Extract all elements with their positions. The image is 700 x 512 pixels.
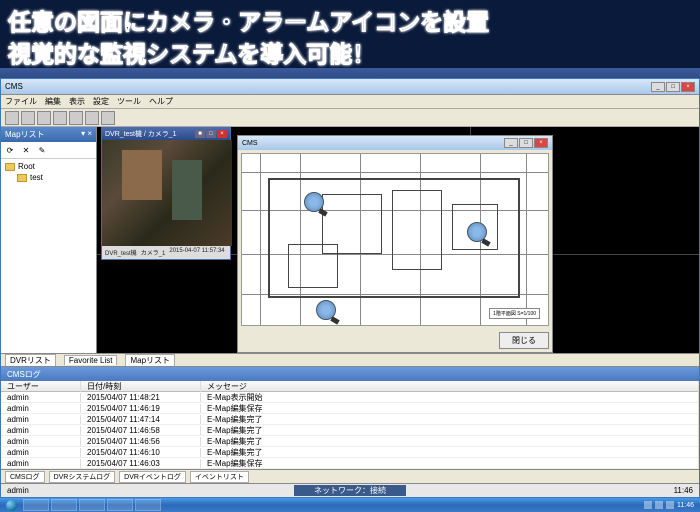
log-row[interactable]: admin2015/04/07 11:48:21E-Map表示開始	[1, 392, 699, 403]
system-tray: 11:46	[638, 501, 700, 509]
menu-settings[interactable]: 設定	[93, 96, 109, 107]
tray-icon[interactable]	[644, 501, 652, 509]
menu-file[interactable]: ファイル	[5, 96, 37, 107]
sidebar-refresh-icon[interactable]: ⟳	[3, 144, 17, 156]
tool-icon-5[interactable]	[69, 111, 83, 125]
menu-edit[interactable]: 編集	[45, 96, 61, 107]
overlay-title: 任意の図面にカメラ・アラームアイコンを設置 視覚的な監視システムを導入可能！	[8, 6, 489, 70]
log-table-header: ユーザー 日付/時刻 メッセージ	[1, 381, 699, 392]
log-row[interactable]: admin2015/04/07 11:46:03E-Map編集保存	[1, 458, 699, 469]
sidebar-title: Mapリスト ▾ ×	[1, 127, 96, 142]
taskbar-item[interactable]	[107, 499, 133, 511]
taskbar-item[interactable]	[51, 499, 77, 511]
sidebar: Mapリスト ▾ × ⟳ ✕ ✎ Root test	[1, 127, 97, 353]
camera-popup-titlebar: DVR_test機 / カメラ_1 ■ □ ×	[102, 128, 230, 140]
tool-icon-6[interactable]	[85, 111, 99, 125]
floorplan-minimize[interactable]: _	[504, 138, 518, 148]
tray-time: 11:46	[677, 502, 694, 509]
taskbar: 11:46	[0, 498, 700, 512]
taskbar-item[interactable]	[23, 499, 49, 511]
sidebar-tools: ⟳ ✕ ✎	[1, 142, 96, 159]
floorplan-canvas[interactable]: 1階平面図 S=1/100	[241, 153, 549, 326]
tray-icon[interactable]	[655, 501, 663, 509]
tool-icon-2[interactable]	[21, 111, 35, 125]
close-button[interactable]: ×	[681, 82, 695, 92]
minimize-button[interactable]: _	[651, 82, 665, 92]
tool-icon-4[interactable]	[53, 111, 67, 125]
camera-feed-image	[102, 140, 232, 246]
tab-favoritelist[interactable]: Favorite List	[64, 355, 118, 365]
app-window: CMS _ □ × ファイル 編集 表示 設定 ツール ヘルプ Mapリスト ▾…	[0, 78, 700, 498]
log-row[interactable]: admin2015/04/07 11:46:58E-Map編集完了	[1, 425, 699, 436]
main-area: Mapリスト ▾ × ⟳ ✕ ✎ Root test	[1, 127, 699, 353]
camera-popup-btn1[interactable]: ■	[195, 130, 205, 138]
overlay-line1: 任意の図面にカメラ・アラームアイコンを設置	[8, 6, 489, 38]
floorplan-label: 1階平面図 S=1/100	[489, 308, 540, 319]
taskbar-item[interactable]	[135, 499, 161, 511]
camera-popup[interactable]: DVR_test機 / カメラ_1 ■ □ × DVR_test機 カメラ_1 …	[101, 127, 231, 260]
windows-orb-icon	[6, 500, 17, 511]
menu-tools[interactable]: ツール	[117, 96, 141, 107]
btab-eventlist[interactable]: イベントリスト	[190, 471, 249, 483]
sidebar-edit-icon[interactable]: ✎	[35, 144, 49, 156]
tree: Root test	[1, 159, 96, 185]
log-row[interactable]: admin2015/04/07 11:47:14E-Map編集完了	[1, 414, 699, 425]
menubar: ファイル 編集 表示 設定 ツール ヘルプ	[1, 95, 699, 109]
floorplan-maximize[interactable]: □	[519, 138, 533, 148]
floorplan-camera-icon[interactable]	[467, 222, 487, 242]
log-row[interactable]: admin2015/04/07 11:46:10E-Map編集完了	[1, 447, 699, 458]
log-header: CMSログ	[1, 367, 699, 381]
tool-icon-3[interactable]	[37, 111, 51, 125]
app-title: CMS	[5, 82, 23, 91]
tab-dvrlist[interactable]: DVRリスト	[5, 354, 56, 366]
floorplan-close[interactable]: ×	[534, 138, 548, 148]
tab-maplist[interactable]: Mapリスト	[125, 354, 175, 366]
titlebar: CMS _ □ ×	[1, 79, 699, 95]
status-time: 11:46	[674, 486, 693, 495]
tool-icon-1[interactable]	[5, 111, 19, 125]
overlay-line2: 視覚的な監視システムを導入可能！	[8, 38, 489, 70]
log-row[interactable]: admin2015/04/07 11:46:19E-Map編集保存	[1, 403, 699, 414]
camera-popup-btn2[interactable]: □	[206, 130, 216, 138]
floorplan-popup[interactable]: CMS _ □ ×	[237, 135, 553, 353]
sidebar-pin-icon[interactable]: ▾ ×	[81, 129, 92, 140]
sidebar-delete-icon[interactable]: ✕	[19, 144, 33, 156]
floorplan-camera-icon[interactable]	[304, 192, 324, 212]
tool-icon-7[interactable]	[101, 111, 115, 125]
tree-item-test[interactable]: test	[5, 172, 92, 183]
toolbar	[1, 109, 699, 127]
status-user: admin	[7, 486, 29, 495]
menu-help[interactable]: ヘルプ	[149, 96, 173, 107]
btab-dvreventlog[interactable]: DVRイベントログ	[119, 471, 186, 483]
tray-icon[interactable]	[666, 501, 674, 509]
menu-view[interactable]: 表示	[69, 96, 85, 107]
floorplan-titlebar: CMS _ □ ×	[238, 136, 552, 150]
maximize-button[interactable]: □	[666, 82, 680, 92]
statusbar: admin ネットワーク：接続 11:46	[1, 483, 699, 497]
folder-icon	[5, 163, 15, 171]
floorplan-camera-icon[interactable]	[316, 300, 336, 320]
camera-caption: DVR_test機 カメラ_1 2015-04-07 11:57:34	[102, 246, 230, 259]
floorplan-close-button[interactable]: 閉じる	[499, 332, 549, 349]
taskbar-item[interactable]	[79, 499, 105, 511]
tree-item-root[interactable]: Root	[5, 161, 92, 172]
camera-popup-close[interactable]: ×	[217, 130, 227, 138]
btab-dvrsyslog[interactable]: DVRシステムログ	[49, 471, 116, 483]
folder-icon	[17, 174, 27, 182]
viewport: DVR_test機 / カメラ_1 ■ □ × DVR_test機 カメラ_1 …	[97, 127, 699, 353]
btab-cmslog[interactable]: CMSログ	[5, 471, 45, 483]
status-network: ネットワーク：接続	[294, 485, 406, 496]
bottom-tabs: CMSログ DVRシステムログ DVRイベントログ イベントリスト	[1, 469, 699, 483]
left-tabs: DVRリスト Favorite List Mapリスト	[1, 353, 699, 367]
log-table: ユーザー 日付/時刻 メッセージ admin2015/04/07 11:48:2…	[1, 381, 699, 469]
log-row[interactable]: admin2015/04/07 11:46:56E-Map編集完了	[1, 436, 699, 447]
start-button[interactable]	[0, 498, 22, 512]
